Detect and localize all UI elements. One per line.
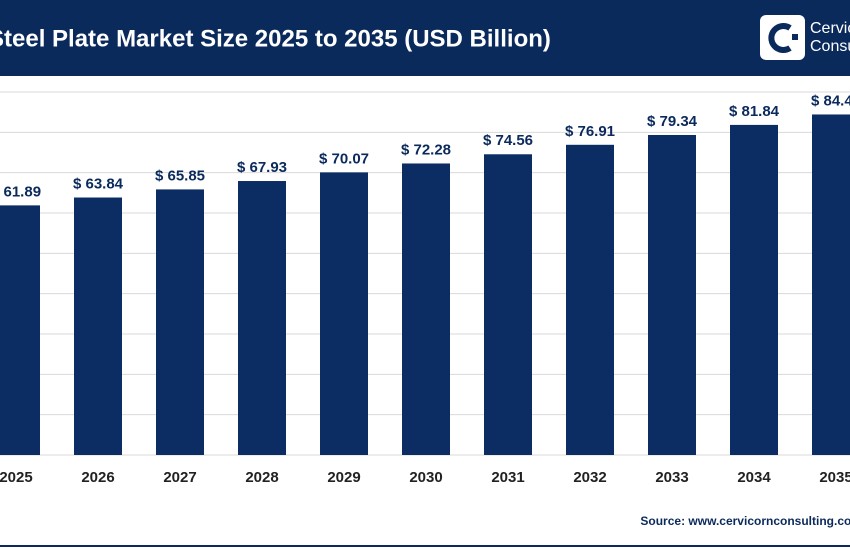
x-tick-label: 2025 bbox=[0, 469, 33, 486]
bar bbox=[812, 114, 850, 455]
bar bbox=[566, 144, 614, 455]
bar bbox=[74, 197, 122, 455]
data-label: $ 84.43 bbox=[811, 92, 850, 109]
x-tick-label: 2029 bbox=[327, 469, 360, 486]
header-band bbox=[0, 0, 850, 76]
x-tick-label: 2033 bbox=[655, 469, 688, 486]
x-tick-label: 2027 bbox=[163, 469, 196, 486]
data-label: $ 67.93 bbox=[237, 159, 287, 176]
bar bbox=[648, 134, 696, 455]
logo-mark bbox=[768, 23, 792, 53]
bar bbox=[730, 124, 778, 456]
logo-icon bbox=[760, 15, 805, 60]
x-tick-label: 2034 bbox=[737, 469, 771, 486]
chart-title: Steel Plate Market Size 2025 to 2035 (US… bbox=[0, 25, 551, 52]
bar bbox=[402, 163, 450, 455]
data-label: $ 76.91 bbox=[565, 123, 615, 140]
data-label: $ 72.28 bbox=[401, 141, 451, 158]
logo-dot bbox=[792, 34, 798, 40]
source-note: Source: www.cervicornconsulting.com bbox=[640, 514, 850, 528]
x-tick-label: 2032 bbox=[573, 469, 606, 486]
x-tick-label: 2030 bbox=[409, 469, 442, 486]
bar bbox=[484, 154, 532, 456]
bar bbox=[238, 181, 286, 455]
data-label: $ 65.85 bbox=[155, 167, 205, 184]
x-tick-label: 2035 bbox=[819, 469, 850, 486]
logo-text: Cervicorn bbox=[810, 20, 850, 37]
bar bbox=[156, 189, 204, 455]
bar bbox=[0, 205, 40, 455]
data-label: $ 79.34 bbox=[647, 113, 698, 130]
data-label: $ 74.56 bbox=[483, 132, 533, 149]
logo-text: Consulting bbox=[810, 38, 850, 55]
data-label: $ 61.89 bbox=[0, 183, 41, 200]
data-label: $ 81.84 bbox=[729, 103, 780, 120]
data-label: $ 70.07 bbox=[319, 150, 369, 167]
x-tick-label: 2031 bbox=[491, 469, 524, 486]
x-tick-label: 2026 bbox=[81, 469, 114, 486]
x-tick-label: 2028 bbox=[245, 469, 278, 486]
data-label: $ 63.84 bbox=[73, 175, 124, 192]
bar bbox=[320, 172, 368, 455]
